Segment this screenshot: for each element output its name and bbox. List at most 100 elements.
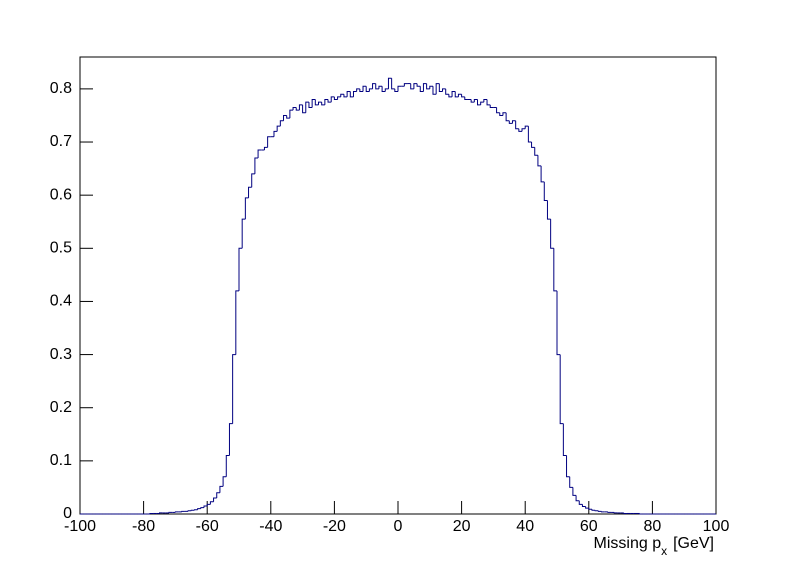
histogram-bin (174, 511, 179, 513)
y-tick-label: 0.8 (50, 80, 72, 97)
histogram-bin (238, 247, 243, 291)
x-tick-label: 80 (644, 518, 662, 535)
histogram-bin (244, 197, 249, 220)
histogram-bin (257, 149, 262, 158)
histogram-bin (279, 120, 284, 127)
histogram-bin (219, 485, 224, 493)
histogram-bin (276, 125, 281, 132)
histogram-bin (225, 455, 230, 477)
histogram-bin (515, 120, 519, 130)
histogram-bin (403, 83, 408, 87)
histogram-bin (397, 85, 402, 92)
histogram-bin (537, 155, 542, 167)
x-tick-label: -40 (259, 518, 282, 535)
histogram-bin (572, 487, 577, 496)
histogram-bin (531, 142, 535, 148)
histogram-bin (305, 101, 309, 113)
histogram-bin (489, 104, 494, 108)
histogram-bin (232, 354, 236, 424)
histogram-bin (337, 96, 341, 100)
histogram-bin (216, 492, 220, 499)
histogram-bin (559, 354, 564, 425)
histogram-bin (289, 109, 294, 119)
histogram-bin (429, 85, 433, 89)
histogram-bin (365, 86, 370, 93)
histogram-bin (416, 83, 421, 87)
x-tick-label: -80 (132, 518, 155, 535)
histogram-bin (588, 508, 592, 510)
histogram-bin (286, 115, 290, 119)
histogram-bin (448, 94, 453, 98)
histogram-bin (190, 509, 195, 511)
histogram-bin (543, 181, 548, 201)
y-tick-label: 0.1 (50, 452, 72, 469)
histogram-bin (381, 86, 386, 93)
histogram-bin (546, 200, 551, 220)
histogram-bin (283, 114, 287, 121)
x-label-sub: x (661, 544, 667, 558)
plot-frame (79, 56, 717, 515)
histogram-bin (346, 91, 351, 97)
histogram-bin (422, 83, 427, 92)
histogram-bin (378, 85, 383, 89)
x-axis-label: Missing px [GeV] (594, 535, 714, 558)
histogram-bin (562, 423, 567, 457)
histogram-bin (387, 77, 392, 89)
histogram-bin (352, 91, 357, 97)
histogram-bin (298, 104, 303, 111)
histogram-bin (432, 86, 437, 95)
histogram-bin (521, 128, 526, 132)
histogram-bin (368, 88, 373, 92)
x-tick-label: -20 (323, 518, 346, 535)
histogram-bin (359, 88, 364, 93)
histogram-bin (419, 86, 424, 93)
histogram-bin (295, 107, 300, 111)
x-tick-label: 0 (394, 518, 403, 535)
histogram-bin (553, 248, 557, 292)
histogram-bin (372, 83, 376, 89)
histogram-bin (502, 112, 507, 116)
histogram-bin (556, 290, 561, 356)
histogram-bin (362, 85, 367, 92)
histogram-bin (251, 173, 255, 188)
histogram-bin (496, 107, 500, 114)
histogram-bin (540, 165, 545, 183)
histogram-bin (343, 94, 348, 98)
y-tick-label: 0.2 (50, 399, 72, 416)
histogram-bin (330, 96, 335, 103)
x-tick-label: 40 (516, 518, 534, 535)
histogram-bin (524, 125, 529, 129)
y-tick-label: 0.4 (50, 293, 72, 310)
histogram-bin (321, 102, 325, 106)
histogram-bin (470, 99, 475, 103)
histogram-bin (435, 83, 440, 95)
histogram-bin (391, 78, 395, 90)
histogram-bin (410, 83, 414, 90)
histogram-bin (228, 423, 233, 456)
histogram-bin (473, 99, 478, 103)
histogram-bin (375, 83, 379, 90)
histogram-bin (340, 93, 344, 97)
histogram-bin (594, 510, 599, 512)
histogram-bin (464, 96, 468, 101)
histogram-bin (623, 512, 627, 514)
histogram-bin (333, 96, 338, 101)
histogram-bin (209, 501, 214, 505)
histogram-bin (181, 510, 185, 512)
histogram-bin (613, 512, 618, 514)
histogram-bin (581, 504, 586, 508)
histogram-bin (578, 500, 583, 505)
histogram-bin (222, 476, 227, 487)
histogram-bin (486, 99, 491, 106)
histogram-bin (302, 104, 306, 114)
histogram-bin (248, 186, 252, 198)
x-tick-label: 100 (703, 518, 730, 535)
histogram-bin (197, 508, 201, 510)
histogram-bin (384, 88, 389, 92)
histogram-bin (461, 94, 465, 98)
histogram-bin (591, 509, 596, 511)
histogram-bin (324, 99, 329, 105)
histogram-bin (213, 497, 217, 502)
histogram-bin (480, 101, 484, 105)
